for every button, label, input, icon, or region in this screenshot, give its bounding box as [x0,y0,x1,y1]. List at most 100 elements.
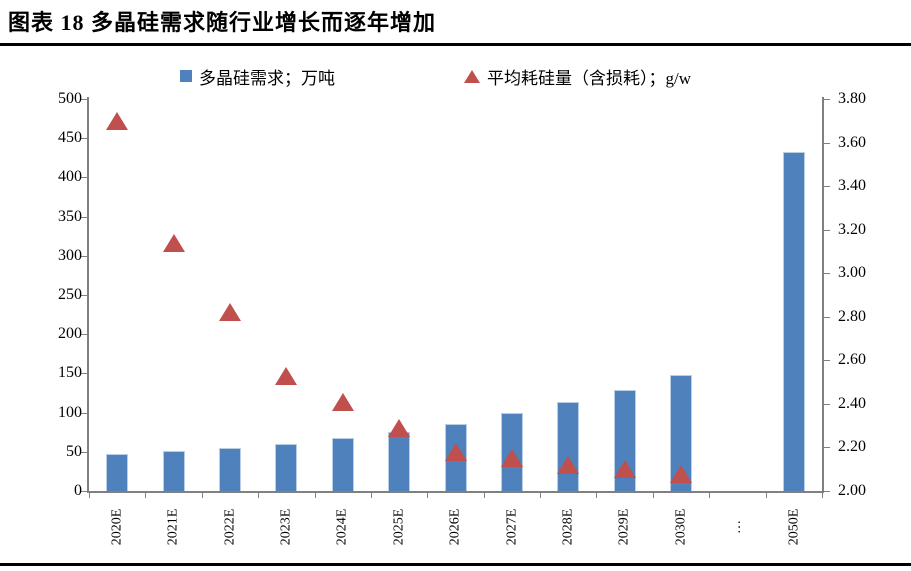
x-axis-tick [427,493,429,498]
x-axis-label-2025E: 2025E [390,496,408,558]
legend-item-demand: 多晶硅需求；万吨 [180,66,335,88]
y-right-tick-label: 3.80 [838,90,866,107]
x-axis-label-text: … [729,520,745,534]
y-right-tick [824,186,830,188]
triangle-marker-2021E [162,233,185,252]
figure-title: 图表 18 多晶硅需求随行业增长而逐年增加 [8,10,437,35]
x-axis-label-text: 2024E [334,508,350,546]
y-right-tick-label: 3.40 [838,177,866,195]
x-axis-label-2030E: 2030E [672,496,690,558]
y-left-tick [81,138,87,140]
y-right-tick [824,447,830,449]
x-axis-label-2029E: 2029E [616,496,634,558]
x-axis-tick [540,493,542,498]
x-axis-tick [258,493,260,498]
triangle-marker-2023E [275,366,298,385]
y-left-tick [81,177,87,179]
y-right-tick [824,273,830,275]
x-axis-tick [596,493,598,498]
x-axis-label-2027E: 2027E [503,496,521,558]
x-axis-label-text: 2029E [616,508,632,546]
triangle-marker-2026E [444,442,467,461]
figure-bottom-divider [0,563,911,566]
legend-label-demand: 多晶硅需求；万吨 [199,68,335,88]
bar-2022E [218,447,241,491]
y-left-tick-label: 200 [58,325,82,343]
triangle-series-swatch-icon [464,69,480,83]
x-axis-label-text: 2020E [109,508,125,546]
y-left-tick [81,412,87,414]
bar-2025E [388,432,411,491]
y-left-tick-label: 250 [58,286,82,303]
x-axis-label-text: 2028E [560,508,576,546]
y-right-tick [824,316,830,318]
x-axis-tick [483,493,485,498]
y-left-tick-label: 350 [58,207,82,225]
title-divider [0,43,911,46]
y-right-tick [824,360,830,362]
y-right-tick-label: 3.60 [838,133,866,151]
x-axis-label-2020E: 2020E [108,496,126,558]
x-axis-tick [709,493,711,498]
y-left-tick-label: 100 [58,403,82,421]
triangle-marker-2027E [500,449,523,468]
x-axis-label-text: 2050E [785,508,801,546]
y-left-tick-label: 50 [66,442,82,460]
legend-label-consumption: 平均耗硅量（含损耗）；g/w [487,68,691,88]
triangle-marker-2024E [331,392,354,411]
y-left-tick [81,373,87,375]
y-left-tick-label: 400 [58,168,82,186]
x-axis-label-2023E: 2023E [277,496,295,558]
x-axis-label-2021E: 2021E [165,496,183,558]
x-axis-tick [201,493,203,498]
y-right-tick [824,142,830,144]
y-left-tick [81,255,87,257]
bar-2023E [275,443,298,491]
legend-item-consumption: 平均耗硅量（含损耗）；g/w [464,66,691,88]
y-left-tick-label: 0 [74,482,82,499]
x-axis-tick [370,493,372,498]
y-right-tick-label: 2.80 [838,307,866,325]
x-axis-label-text: 2022E [221,508,237,546]
y-left-tick [81,334,87,336]
y-left-tick-label: 500 [58,90,82,107]
y-right-tick-label: 2.20 [838,438,866,456]
x-axis-tick [89,493,90,498]
bar-2021E [162,451,185,491]
y-right-tick-label: 3.00 [838,264,866,282]
x-axis-label-2022E: 2022E [221,496,239,558]
bar-2020E [106,454,129,491]
bar-2024E [331,438,354,491]
x-axis-tick [765,493,767,498]
x-axis-label-text: 2030E [673,508,689,546]
y-axis-right-line [822,97,824,493]
y-left-tick-label: 150 [58,364,82,382]
triangle-marker-2020E [106,111,129,130]
triangle-marker-2025E [388,418,411,437]
y-right-tick-label: 2.40 [838,394,866,412]
y-right-tick [824,229,830,231]
x-axis-label-2028E: 2028E [559,496,577,558]
y-right-tick [824,491,830,492]
y-axis-left-line [87,97,89,493]
y-left-tick [81,99,87,100]
x-axis-label-2024E: 2024E [334,496,352,558]
x-axis-label-text: 2023E [278,508,294,546]
x-axis-tick [822,493,823,498]
y-left-tick-label: 300 [58,246,82,264]
bar-2028E [557,402,580,491]
y-left-tick [81,295,87,296]
x-axis-label-text: 2027E [503,508,519,546]
y-left-tick [81,491,87,492]
x-axis-line [87,491,824,493]
x-axis-label-text: 2021E [165,508,181,546]
bar-series-swatch-icon [180,70,192,82]
triangle-marker-2028E [557,455,580,474]
y-left-tick [81,451,87,453]
y-left-tick [81,216,87,218]
y-right-tick-label: 2.60 [838,351,866,369]
triangle-marker-2022E [218,303,241,322]
triangle-marker-2029E [613,460,636,479]
bar-2050E [782,151,805,491]
